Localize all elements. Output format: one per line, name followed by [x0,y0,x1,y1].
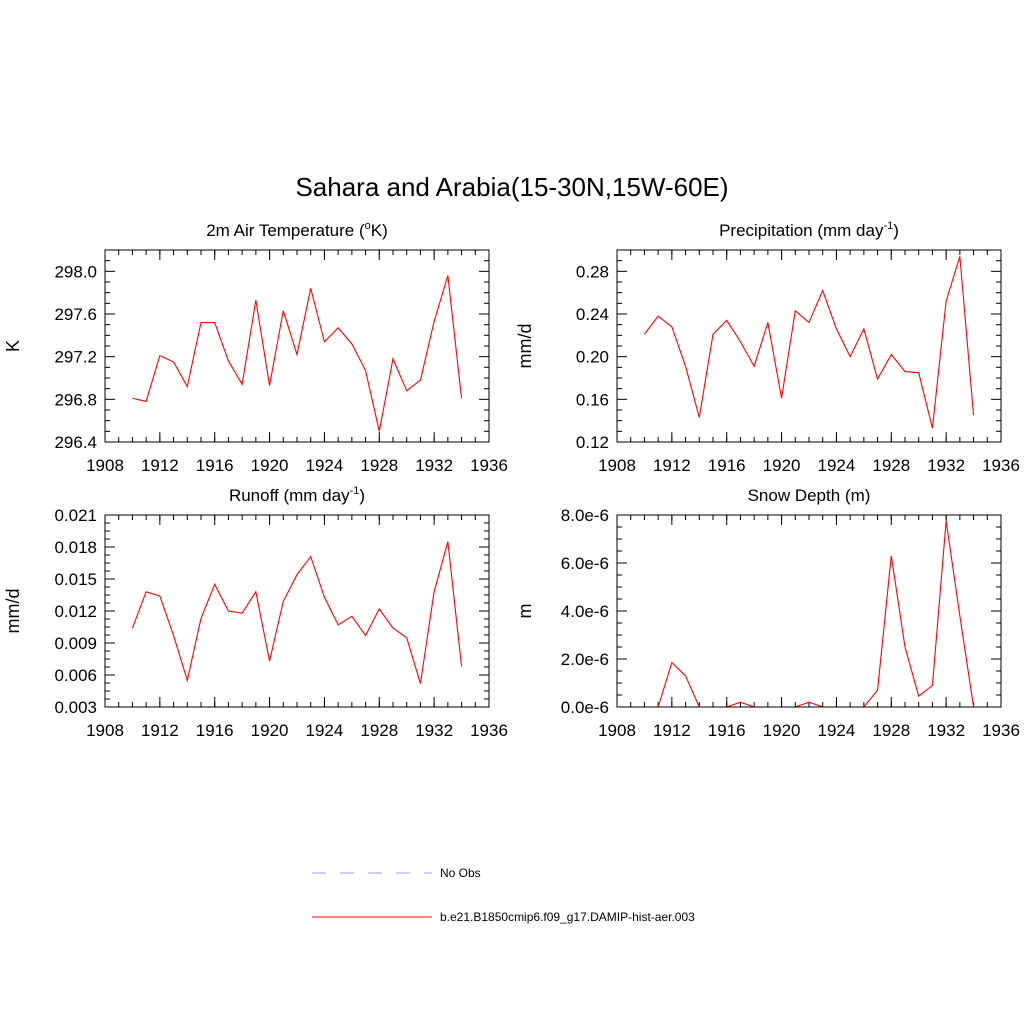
panel-title-sup: -1 [883,220,893,232]
x-tick-label: 1912 [141,456,179,475]
y-tick-label: 0.28 [576,262,609,281]
x-tick-label: 1936 [470,456,508,475]
x-tick-label: 1936 [470,721,508,740]
y-tick-label: 298.0 [54,262,97,281]
plot-frame [104,249,490,443]
y-tick-label: 2.0e-6 [561,650,609,669]
x-tick-label: 1928 [360,721,398,740]
panel-4: 1908 1912 1916 1920 1924 1928 1932 1936 0.0e-6 2.… [515,486,1020,740]
x-tick-label: 1924 [818,456,856,475]
plot-frame [104,514,490,708]
x-tick-label: 1912 [141,721,179,740]
panel-title-main: Snow Depth (m) [748,486,871,505]
y-tick-label: 297.2 [54,348,97,367]
y-tick-label: 0.012 [54,602,97,621]
y-tick-label: 0.20 [576,348,609,367]
panel-title-suffix: ) [359,486,365,505]
series-line [131,541,463,684]
y-tick-label: 0.16 [576,390,609,409]
plot-frame [616,514,1002,708]
x-tick-label: 1932 [927,456,965,475]
x-tick-label: 1932 [415,456,453,475]
y-axis-label: mm/d [3,589,23,634]
panel-title-sup: o [365,220,371,232]
x-tick-label: 1920 [251,721,289,740]
y-tick-label: 0.006 [54,666,97,685]
panel-title: Snow Depth (m) [748,486,871,505]
panel-title: Precipitation (mm day-1) [719,220,899,240]
panel-title: 2m Air Temperature (oK) [206,220,388,240]
y-tick-label: 0.24 [576,305,609,324]
x-tick-label: 1928 [360,456,398,475]
main-title: Sahara and Arabia(15-30N,15W-60E) [295,172,728,202]
plot-frame [616,249,1002,443]
x-tick-label: 1908 [86,721,124,740]
y-tick-label: 0.12 [576,433,609,452]
series-line [643,256,975,429]
y-tick-label: 296.8 [54,390,97,409]
x-tick-label: 1916 [196,456,234,475]
x-tick-label: 1916 [196,721,234,740]
y-tick-label: 0.015 [54,570,97,589]
x-tick-label: 1928 [872,456,910,475]
x-tick-label: 1928 [872,721,910,740]
y-tick-label: 0.0e-6 [561,698,609,717]
panel-title-sup: -1 [350,485,360,497]
x-tick-label: 1924 [306,456,344,475]
x-tick-label: 1936 [982,456,1020,475]
panel-title-main: 2m Air Temperature ( [206,221,365,240]
panel-2: 1908 1912 1916 1920 1924 1928 1932 1936 0.12 0.16… [515,220,1020,475]
legend-label-no-obs: No Obs [440,866,481,880]
x-tick-label: 1908 [86,456,124,475]
y-tick-label: 296.4 [54,433,97,452]
y-tick-label: 0.018 [54,538,97,557]
y-axis-label: m [515,604,535,619]
x-tick-label: 1932 [415,721,453,740]
x-tick-label: 1916 [708,721,746,740]
y-tick-label: 0.003 [54,698,97,717]
x-tick-label: 1912 [653,721,691,740]
x-tick-label: 1908 [598,721,636,740]
x-tick-label: 1924 [306,721,344,740]
legend: No Obs b.e21.B1850cmip6.f09_g17.DAMIP-hi… [312,866,695,924]
y-tick-label: 6.0e-6 [561,554,609,573]
panel-title-main: Precipitation (mm day [719,221,884,240]
panel-title: Runoff (mm day-1) [229,485,365,505]
panel-title-suffix: K) [371,221,388,240]
panel-1: 1908 1912 1916 1920 1924 1928 1932 1936 296.4 296… [3,220,508,475]
y-tick-label: 8.0e-6 [561,506,609,525]
x-tick-label: 1916 [708,456,746,475]
panel-title-main: Runoff (mm day [229,486,350,505]
y-tick-label: 297.6 [54,305,97,324]
x-tick-label: 1924 [818,721,856,740]
x-tick-label: 1920 [763,721,801,740]
y-tick-label: 0.009 [54,634,97,653]
x-tick-label: 1932 [927,721,965,740]
x-tick-label: 1912 [653,456,691,475]
panel-3: 1908 1912 1916 1920 1924 1928 1932 1936 0.003 0.0… [3,485,508,740]
y-axis-label: mm/d [515,324,535,369]
series-line [132,275,463,432]
x-tick-label: 1920 [763,456,801,475]
series-line [644,520,975,708]
x-tick-label: 1920 [251,456,289,475]
panel-title-suffix: ) [893,221,899,240]
x-tick-label: 1936 [982,721,1020,740]
x-tick-label: 1908 [598,456,636,475]
legend-label-model: b.e21.B1850cmip6.f09_g17.DAMIP-hist-aer.… [440,910,695,924]
y-axis-label: K [3,340,23,352]
y-tick-label: 0.021 [54,506,97,525]
y-tick-label: 4.0e-6 [561,602,609,621]
